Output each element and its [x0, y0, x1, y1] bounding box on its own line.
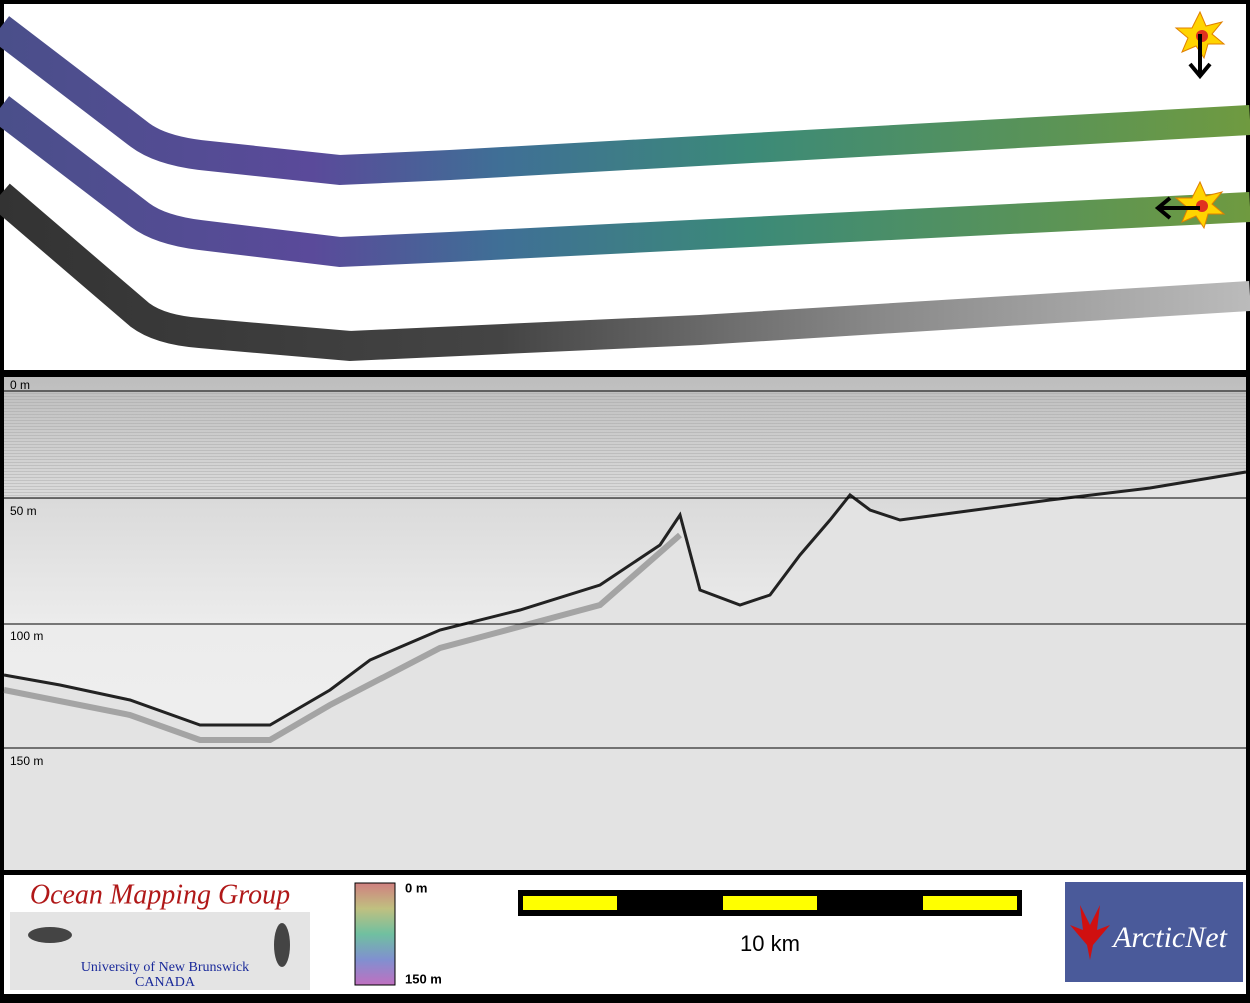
scale-bar	[518, 890, 1022, 916]
seabed	[3, 470, 1247, 727]
color-scale-label: 0 m	[405, 880, 427, 895]
maple-leaf	[1070, 905, 1110, 960]
logo-image	[10, 912, 310, 990]
color-scale-label: 150 m	[405, 971, 442, 986]
subbottom	[3, 532, 682, 743]
depth-label: 50 m	[10, 504, 37, 518]
swath	[0, 96, 1250, 268]
water-noise	[4, 391, 1246, 501]
logo-icon	[274, 923, 290, 967]
scale-label: 10 km	[740, 931, 800, 956]
logo-country: CANADA	[135, 975, 196, 990]
depth-label: 150 m	[10, 754, 43, 768]
logo-university: University of New Brunswick	[81, 960, 249, 975]
swath	[0, 16, 1250, 186]
depth-label: 0 m	[10, 378, 30, 392]
depth-label: 100 m	[10, 629, 43, 643]
logo-icon	[28, 927, 72, 943]
swath	[0, 183, 1250, 362]
marker	[1154, 180, 1226, 230]
partner-name: ArcticNet	[1111, 921, 1228, 954]
sediment	[4, 472, 1246, 870]
marker	[1174, 10, 1226, 80]
color-scale	[354, 882, 396, 986]
depth-grid	[4, 390, 1246, 749]
logo-title: Ocean Mapping Group	[30, 879, 290, 910]
